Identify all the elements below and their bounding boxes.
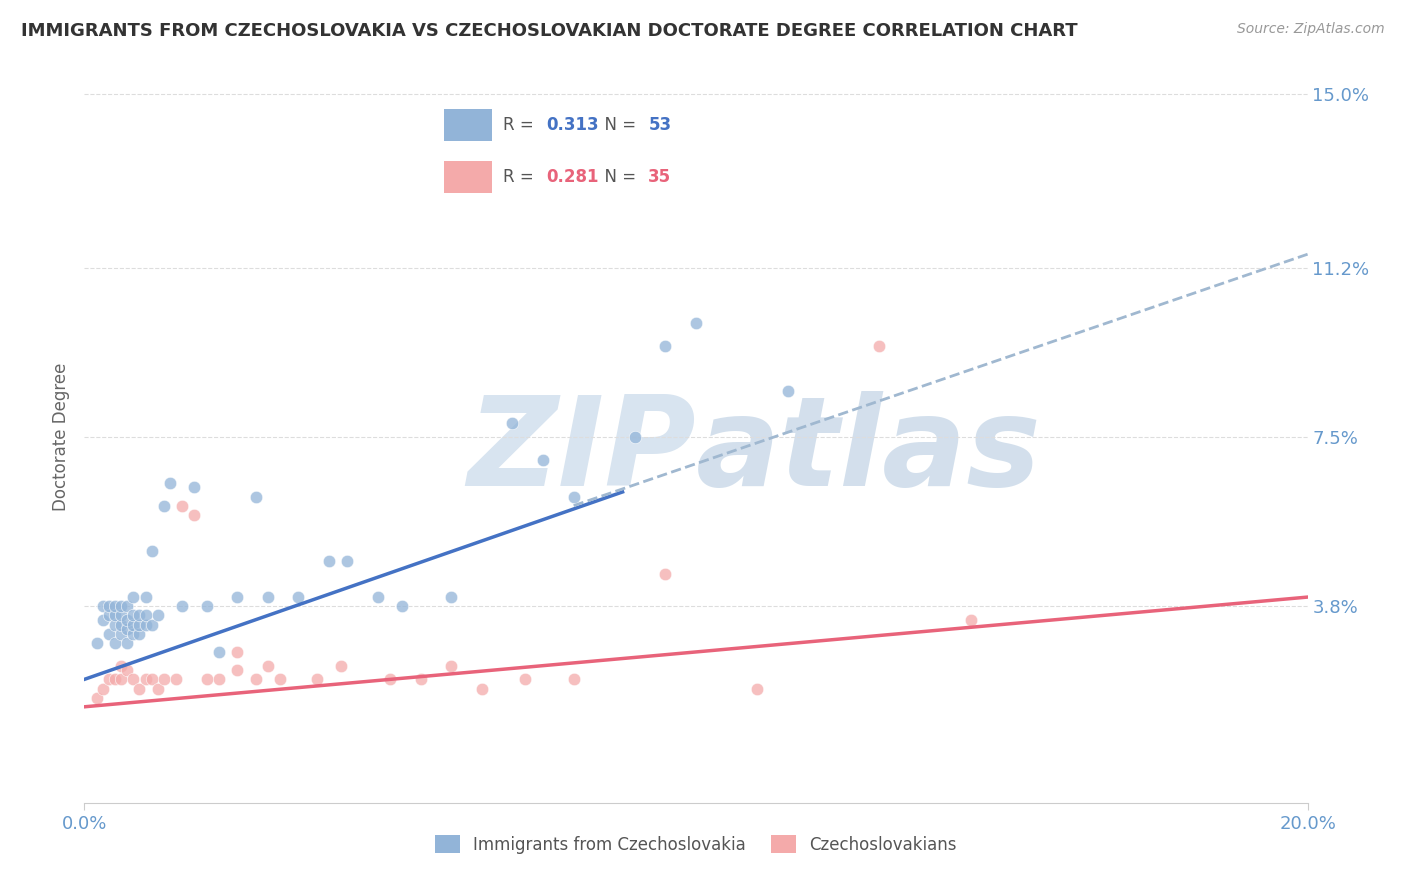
Point (91, 613, 114, 627)
Legend: Immigrants from Czechoslovakia, Czechoslovakians: Immigrants from Czechoslovakia, Czechosl… (429, 829, 963, 860)
Point (128, 626, 150, 640)
Point (86, 636, 108, 650)
Point (159, 475, 181, 490)
Point (624, 430, 647, 444)
Point (183, 480, 205, 494)
Point (287, 590, 309, 604)
Point (91, 599, 114, 614)
Point (97, 626, 120, 640)
Point (960, 613, 983, 627)
Point (115, 636, 138, 650)
Point (128, 608, 150, 623)
Point (183, 508, 205, 522)
Point (97, 608, 120, 623)
Point (208, 673, 231, 687)
Point (153, 499, 176, 513)
Point (391, 599, 413, 614)
Point (104, 608, 127, 623)
Point (128, 681, 150, 696)
Point (115, 613, 138, 627)
Point (513, 673, 536, 687)
Point (471, 681, 494, 696)
Point (122, 673, 145, 687)
Point (195, 673, 218, 687)
Point (330, 658, 353, 673)
Point (531, 453, 554, 467)
Point (110, 608, 132, 623)
Point (172, 599, 194, 614)
Point (318, 553, 340, 567)
Point (86, 690, 108, 705)
Point (115, 663, 138, 677)
Point (747, 681, 769, 696)
Point (165, 673, 187, 687)
Point (502, 417, 524, 431)
Point (110, 599, 132, 614)
Point (97, 673, 120, 687)
Point (141, 617, 163, 632)
Point (104, 617, 127, 632)
Point (440, 658, 463, 673)
Point (104, 599, 127, 614)
Point (257, 658, 280, 673)
Point (208, 645, 231, 659)
Point (153, 673, 176, 687)
Point (122, 617, 145, 632)
Point (380, 673, 402, 687)
Point (409, 673, 432, 687)
Point (97, 599, 120, 614)
Point (128, 617, 150, 632)
Point (122, 590, 145, 604)
Point (141, 673, 163, 687)
Point (245, 490, 267, 504)
Point (562, 490, 585, 504)
Point (104, 673, 127, 687)
Point (110, 658, 132, 673)
Point (245, 673, 267, 687)
Point (869, 338, 891, 352)
Point (336, 553, 359, 567)
Point (440, 590, 463, 604)
Text: ZIP: ZIP (467, 392, 696, 512)
Point (367, 590, 389, 604)
Point (110, 617, 132, 632)
Point (685, 316, 707, 330)
Point (226, 663, 249, 677)
Point (135, 608, 157, 623)
Point (226, 590, 249, 604)
Point (776, 384, 799, 399)
Point (195, 599, 218, 614)
Point (146, 681, 169, 696)
Point (654, 567, 676, 582)
Text: atlas: atlas (696, 392, 1042, 512)
Point (135, 617, 157, 632)
Point (654, 338, 676, 352)
Point (135, 590, 157, 604)
Point (146, 608, 169, 623)
Point (115, 622, 138, 636)
Point (226, 645, 249, 659)
Point (110, 673, 132, 687)
Point (110, 626, 132, 640)
Point (115, 599, 138, 614)
Point (122, 626, 145, 640)
Point (122, 608, 145, 623)
Point (305, 673, 328, 687)
Text: IMMIGRANTS FROM CZECHOSLOVAKIA VS CZECHOSLOVAKIAN DOCTORATE DEGREE CORRELATION C: IMMIGRANTS FROM CZECHOSLOVAKIA VS CZECHO… (21, 22, 1078, 40)
Y-axis label: Doctorate Degree: Doctorate Degree (52, 363, 70, 511)
Point (257, 590, 280, 604)
Point (172, 499, 194, 513)
Point (141, 544, 163, 558)
Point (91, 681, 114, 696)
Point (135, 673, 157, 687)
Point (562, 673, 585, 687)
Point (269, 673, 291, 687)
Text: Source: ZipAtlas.com: Source: ZipAtlas.com (1237, 22, 1385, 37)
Point (104, 636, 127, 650)
